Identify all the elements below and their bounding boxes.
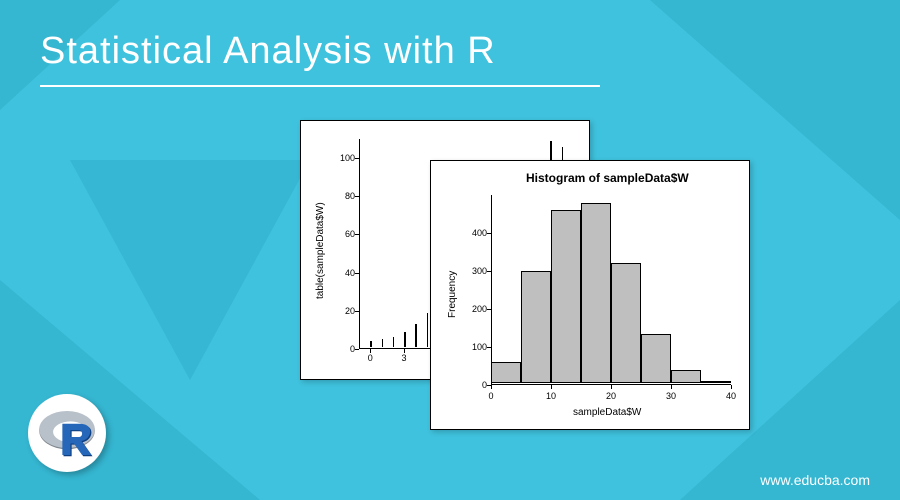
back-chart-ytick: 100 bbox=[331, 153, 355, 163]
front-chart-ytick: 400 bbox=[459, 228, 487, 238]
front-chart-box: Histogram of sampleData$W Frequency samp… bbox=[430, 160, 750, 430]
back-chart-ytick: 40 bbox=[331, 268, 355, 278]
front-chart-bar bbox=[581, 203, 611, 384]
front-chart-ylabel: Frequency bbox=[447, 271, 458, 318]
front-chart-bar bbox=[671, 370, 701, 383]
front-chart-xtick: 20 bbox=[601, 391, 621, 401]
title-area: Statistical Analysis with R bbox=[40, 30, 600, 87]
front-chart-xtick: 30 bbox=[661, 391, 681, 401]
back-chart-bar bbox=[393, 337, 395, 347]
back-chart-bar bbox=[427, 313, 429, 347]
back-chart-bar bbox=[415, 324, 417, 347]
website-url: www.educba.com bbox=[760, 472, 870, 488]
page-title: Statistical Analysis with R bbox=[40, 30, 600, 73]
front-chart-bar bbox=[641, 334, 671, 383]
back-chart-ytick: 80 bbox=[331, 191, 355, 201]
front-chart-bar bbox=[551, 210, 581, 383]
front-chart-ytick: 100 bbox=[459, 342, 487, 352]
back-chart-bar bbox=[382, 339, 384, 347]
front-chart-ytick: 200 bbox=[459, 304, 487, 314]
page-canvas: Statistical Analysis with R table(sample… bbox=[0, 0, 900, 500]
front-chart-ytick: 0 bbox=[459, 380, 487, 390]
back-chart-bar bbox=[404, 332, 406, 347]
front-chart-bar bbox=[491, 362, 521, 383]
front-chart-bar bbox=[611, 263, 641, 383]
front-chart-bar bbox=[701, 381, 731, 383]
front-chart-xtick: 0 bbox=[481, 391, 501, 401]
front-chart-title: Histogram of sampleData$W bbox=[526, 171, 689, 185]
back-chart-xtick: 0 bbox=[362, 353, 378, 363]
front-chart-bar bbox=[521, 271, 551, 383]
r-logo-circle bbox=[28, 394, 106, 472]
back-chart-bar bbox=[370, 341, 372, 347]
back-chart-ytick: 0 bbox=[331, 344, 355, 354]
r-logo-icon bbox=[38, 409, 96, 457]
back-chart-ytick: 60 bbox=[331, 229, 355, 239]
title-underline bbox=[40, 85, 600, 87]
front-chart-xlabel: sampleData$W bbox=[573, 407, 641, 418]
back-chart-ytick: 20 bbox=[331, 306, 355, 316]
back-chart-xtick: 3 bbox=[396, 353, 412, 363]
front-chart-ytick: 300 bbox=[459, 266, 487, 276]
front-chart-xtick: 10 bbox=[541, 391, 561, 401]
front-chart-xtick: 40 bbox=[721, 391, 741, 401]
back-chart-ylabel: table(sampleData$W) bbox=[315, 202, 326, 299]
